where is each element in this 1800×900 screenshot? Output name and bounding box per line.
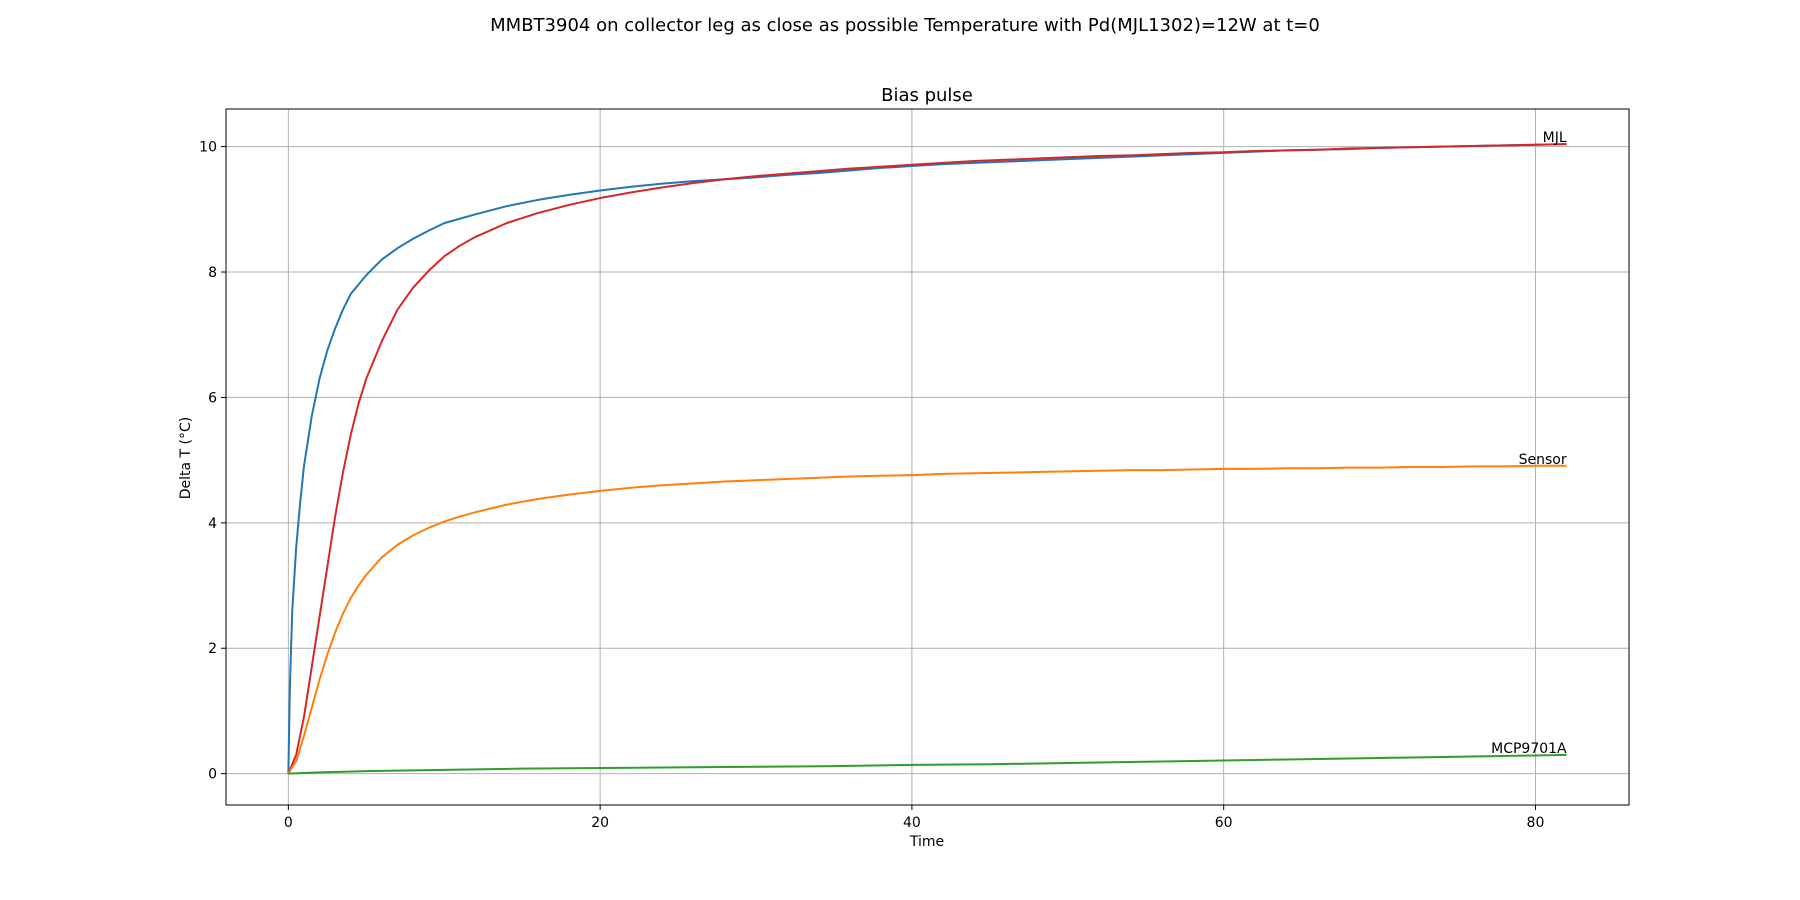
y-tick-label: 8 — [208, 265, 217, 281]
y-tick-label: 4 — [208, 516, 217, 532]
y-tick-label: 6 — [208, 390, 217, 406]
y-tick-label: 2 — [208, 641, 217, 657]
chart-suptitle: MMBT3904 on collector leg as close as po… — [490, 15, 1320, 36]
x-tick-label: 0 — [284, 815, 293, 831]
y-axis-ticks: 0 2 4 6 8 10 — [199, 140, 226, 783]
chart-title: Bias pulse — [881, 85, 973, 106]
series-annotation: MJL — [1543, 130, 1567, 146]
series-line-1 — [287, 143, 1567, 775]
x-tick-label: 80 — [1527, 815, 1545, 831]
series-lines — [287, 143, 1567, 775]
series-line-2 — [287, 464, 1567, 775]
plot-area — [226, 109, 1629, 805]
series-annotation: Sensor — [1519, 452, 1567, 468]
y-axis-label: Delta T (°C) — [178, 417, 194, 500]
y-tick-label: 10 — [199, 140, 217, 156]
x-tick-label: 20 — [591, 815, 609, 831]
plot-frame — [225, 108, 1630, 806]
y-tick-label: 0 — [208, 767, 217, 783]
x-axis-label: Time — [909, 834, 944, 850]
series-line-3 — [288, 753, 1567, 775]
series-annotation: MCP9701A — [1491, 741, 1567, 757]
x-tick-label: 40 — [903, 815, 921, 831]
x-axis-ticks: 0 20 40 60 80 — [284, 805, 1544, 831]
x-tick-label: 60 — [1215, 815, 1233, 831]
series-annotations: MJL Sensor MCP9701A — [1491, 130, 1567, 757]
